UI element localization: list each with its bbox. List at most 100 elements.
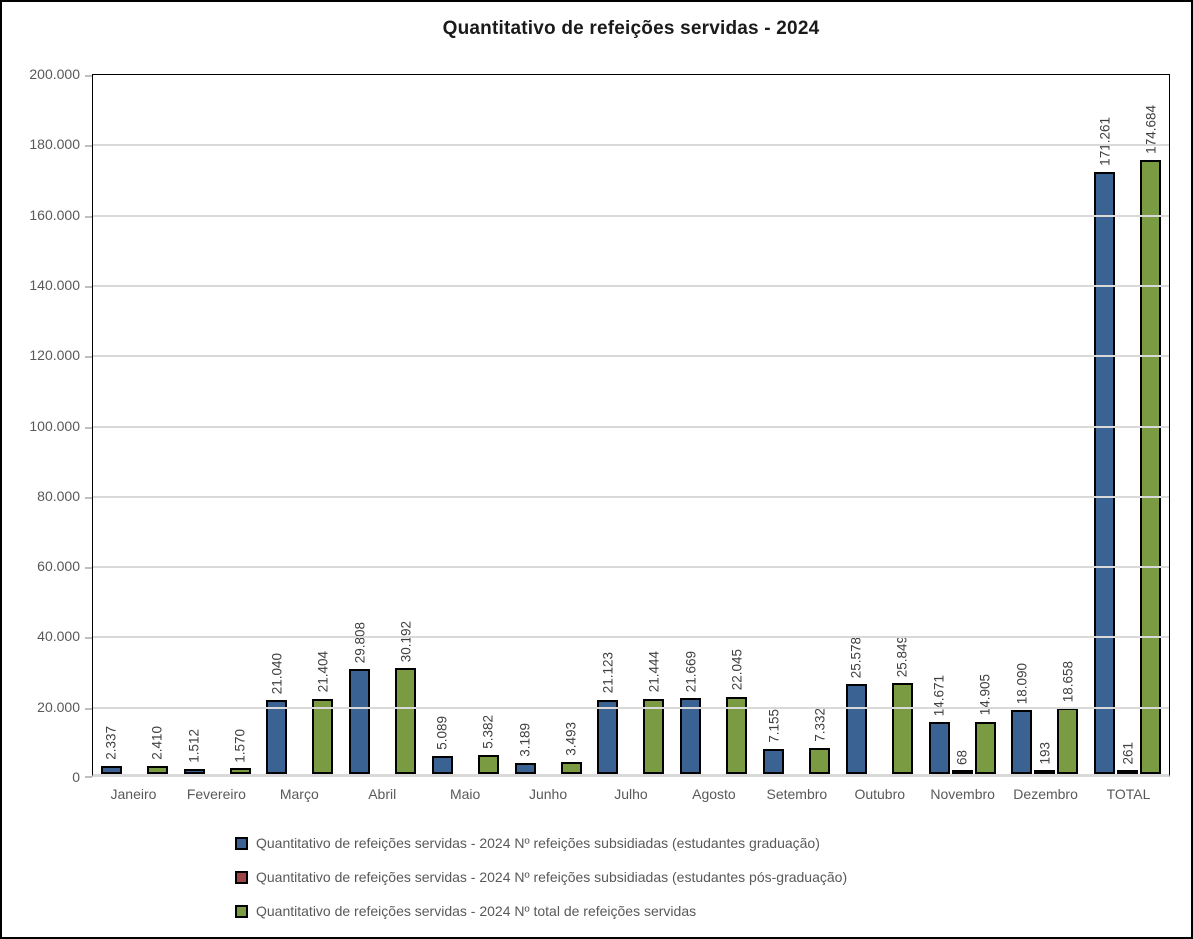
bar-slot: 5.089 [431, 75, 453, 774]
bar-value-label: 21.669 [682, 650, 698, 692]
bar-value-label: 171.261 [1096, 117, 1112, 167]
y-axis: 200.000 180.000 160.000 140.000 120.000 100.0… [2, 67, 86, 784]
bar-group: 25.578 25.849 [838, 75, 921, 774]
bar-value-label: 30.192 [397, 620, 413, 662]
bar [395, 667, 417, 774]
bar-slot [538, 75, 559, 774]
bar-group: 5.089 5.382 [424, 75, 507, 774]
x-axis-label: TOTAL [1106, 786, 1151, 802]
bar-groups-container: 2.337 2.410 1.512 1.570 21.040 21.404 29.808 30… [93, 75, 1169, 774]
x-axis-label: Setembro [766, 786, 828, 802]
x-axis-label: Dezembro [1013, 786, 1078, 802]
bar-slot: 7.332 [809, 75, 830, 774]
bar-slot: 21.444 [643, 75, 665, 774]
bar-value-label: 7.155 [765, 709, 781, 743]
y-axis-tick-label: 80.000 [37, 487, 80, 504]
bar-value-label: 2.410 [149, 725, 165, 760]
bar [974, 721, 996, 774]
chart-title: Quantitativo de refeições servidas - 202… [442, 18, 820, 39]
bar-value-label: 25.578 [848, 636, 864, 679]
bar-slot: 1.512 [183, 75, 205, 774]
bar-value-label: 1.570 [232, 728, 248, 763]
bar-value-label: 193 [1037, 742, 1053, 765]
y-axis-tick-label: 140.000 [29, 276, 80, 293]
bar [891, 683, 913, 774]
bar-value-label: 22.045 [728, 649, 744, 691]
x-axis-label: Agosto [692, 786, 736, 802]
bar-slot [703, 75, 724, 774]
bar-slot: 1.570 [229, 75, 251, 774]
bar-value-label: 29.808 [351, 621, 367, 664]
bar [1011, 710, 1033, 774]
legend-marker-icon [235, 870, 248, 884]
bar [1117, 770, 1139, 774]
bar-group: 171.261 261 174.684 [1086, 75, 1169, 774]
bar-slot [620, 75, 641, 774]
y-axis-tick-label: 180.000 [29, 136, 80, 153]
bar-group: 21.669 22.045 [672, 75, 755, 774]
bar [809, 748, 830, 774]
y-axis-tick-label: 20.000 [37, 698, 80, 715]
bar-value-label: 5.382 [480, 715, 496, 750]
bar-slot: 22.045 [726, 75, 748, 774]
bar [1094, 172, 1116, 774]
y-axis-tick-label: 160.000 [29, 206, 80, 223]
bar-group: 14.671 68 14.905 [921, 75, 1004, 774]
bar-value-label: 14.905 [977, 674, 993, 716]
bar-group: 21.123 21.444 [590, 75, 673, 774]
bar-group: 2.337 2.410 [93, 75, 176, 774]
legend: Quantitativo de refeições servidas - 202… [235, 835, 847, 919]
bar-slot: 68 [951, 75, 973, 774]
x-axis-label: Maio [449, 786, 481, 802]
legend-item: Quantitativo de refeições servidas - 202… [235, 903, 847, 919]
bar-slot: 25.578 [845, 75, 867, 774]
bar-slot: 3.493 [560, 75, 582, 774]
y-axis-tick-mark [85, 75, 92, 77]
bar [1057, 708, 1079, 774]
gridline [93, 636, 1169, 639]
bar [100, 765, 122, 774]
y-axis-tick-mark [85, 496, 92, 499]
gridline [93, 355, 1169, 358]
bar-slot: 2.337 [100, 75, 122, 774]
bar [146, 765, 168, 774]
gridline [93, 144, 1169, 147]
bar [680, 697, 702, 774]
bar-value-label: 1.512 [186, 728, 202, 763]
bar [643, 698, 665, 774]
bar-slot [869, 75, 890, 774]
y-axis-tick-mark [85, 707, 92, 710]
gridline [93, 495, 1169, 498]
y-axis-tick-mark [85, 426, 92, 429]
y-axis-tick-label: 200.000 [29, 66, 80, 82]
y-axis-tick-mark [85, 145, 92, 148]
y-axis-tick-label: 100.000 [29, 417, 80, 434]
x-axis-label: Novembro [930, 786, 995, 802]
gridline [93, 566, 1169, 569]
bar-slot: 21.669 [680, 75, 702, 774]
legend-marker-icon [235, 904, 248, 918]
y-axis-tick-mark [85, 776, 92, 778]
bar-slot [124, 75, 145, 774]
legend-item: Quantitativo de refeições servidas - 202… [235, 835, 847, 851]
bar-slot: 18.090 [1011, 75, 1033, 774]
bar-slot: 174.684 [1140, 75, 1162, 774]
bar-value-label: 21.040 [269, 652, 285, 695]
bar-slot: 29.808 [349, 75, 371, 774]
bar-value-label: 14.671 [931, 675, 947, 717]
legend-item: Quantitativo de refeições servidas - 202… [235, 869, 847, 885]
gridline [93, 425, 1169, 428]
x-axis-label: Março [279, 786, 319, 802]
y-axis-tick-mark [85, 637, 92, 640]
bar [349, 669, 371, 774]
bar-slot: 30.192 [395, 75, 417, 774]
x-axis-label: Julho [614, 786, 648, 802]
bar [514, 762, 536, 774]
bar [229, 768, 251, 774]
bar-value-label: 21.123 [600, 652, 616, 694]
bar-slot [786, 75, 807, 774]
bar [763, 748, 784, 774]
bar-value-label: 18.090 [1014, 663, 1030, 705]
bar [597, 699, 619, 774]
